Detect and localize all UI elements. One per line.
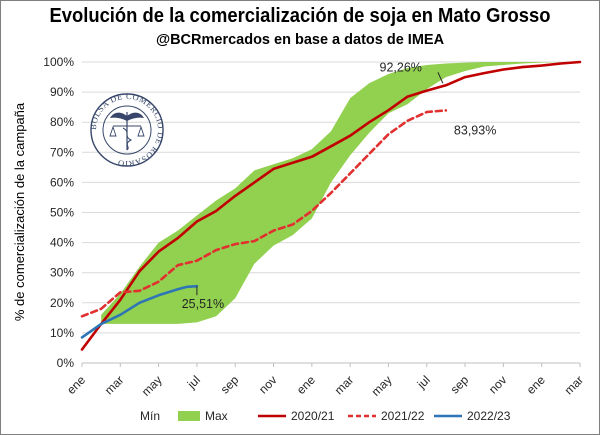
legend-label: 2021/22 xyxy=(381,409,425,423)
y-tick-label: 40% xyxy=(50,236,74,250)
annotation-2020-21: 92,26% xyxy=(380,60,422,74)
x-tick-label: ene xyxy=(294,373,318,397)
annotation-2021-22: 83,93% xyxy=(454,123,496,137)
y-tick-label: 20% xyxy=(50,296,74,310)
legend-label: Mín xyxy=(140,409,160,423)
series-layer xyxy=(80,60,582,351)
annotation-2022-23: 25,51% xyxy=(182,297,224,311)
x-tick-label: mar xyxy=(102,373,127,398)
legend-item: 2020/21 xyxy=(258,409,335,423)
y-tick-label: 70% xyxy=(50,145,74,159)
x-tick-label: mar xyxy=(562,373,587,398)
x-tick-label: nov xyxy=(486,373,510,397)
y-tick-label: 60% xyxy=(50,175,74,189)
seal-emblem-right-pan xyxy=(137,125,145,137)
band-layer xyxy=(101,62,580,324)
y-tick-label: 30% xyxy=(50,266,74,280)
annotation-leader-2020-21 xyxy=(437,72,444,84)
seal-emblem-left-pan xyxy=(109,125,117,137)
legend-label: 2022/23 xyxy=(467,409,511,423)
x-tick-label: ene xyxy=(524,373,548,397)
y-tick-label: 80% xyxy=(50,115,74,129)
legend-item: 2021/22 xyxy=(348,409,425,423)
y-tick-label: 100% xyxy=(43,55,74,69)
y-tick-label: 10% xyxy=(50,326,74,340)
legend-label: Max xyxy=(205,409,228,423)
y-axis-label: % de comercialización de la campaña xyxy=(12,102,27,321)
series-line-2020-21 xyxy=(80,60,582,351)
seal-inner-ring xyxy=(102,105,152,155)
y-tick-label: 50% xyxy=(50,206,74,220)
x-tick-label: sep xyxy=(448,373,472,397)
chart-title: Evolución de la comercialización de soja… xyxy=(49,5,551,27)
legend-item: Max xyxy=(178,409,228,423)
x-tick-label: ene xyxy=(64,373,88,397)
series-line-2021-22 xyxy=(80,109,448,318)
x-tick-label: sep xyxy=(218,373,242,397)
annotation-layer: 92,26% 83,93% 25,51% xyxy=(182,60,497,311)
band-area-max xyxy=(101,62,580,324)
x-tick-label: may xyxy=(369,373,395,399)
x-tick-label: nov xyxy=(256,373,280,397)
chart-subtitle: @BCRmercados en base a datos de IMEA xyxy=(155,32,445,48)
y-tick-label: 0% xyxy=(57,356,75,370)
y-tick-label: 90% xyxy=(50,85,74,99)
x-tick-label: mar xyxy=(332,373,357,398)
seal-emblem-wings xyxy=(110,112,144,121)
x-tick-label: jul xyxy=(414,373,433,392)
x-tick-label: may xyxy=(139,373,165,399)
legend-item: 2022/23 xyxy=(434,409,511,423)
legend-swatch-area xyxy=(178,411,200,421)
x-tick-label: jul xyxy=(184,373,203,392)
legend-label: 2020/21 xyxy=(291,409,335,423)
series-line-2022-23 xyxy=(80,284,199,339)
watermark-seal: BOLSA DE COMERCIO DE ROSARIO xyxy=(88,91,166,169)
legend: Mín Max 2020/21 2021/22 2022/23 xyxy=(140,409,511,423)
legend-item: Mín xyxy=(140,409,160,423)
seal-outer-ring xyxy=(90,93,164,167)
seal-emblem-snakes xyxy=(122,127,133,151)
